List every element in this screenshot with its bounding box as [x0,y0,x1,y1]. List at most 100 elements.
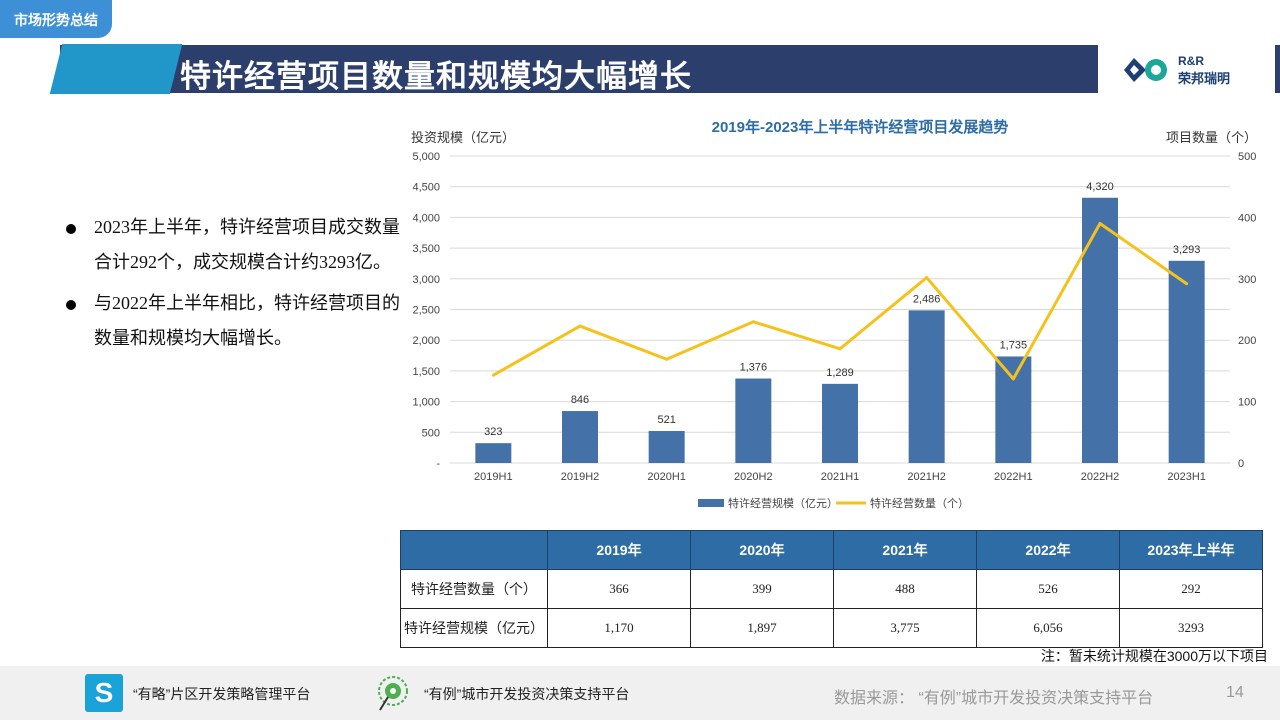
line-point [1185,282,1189,286]
x-tick-label: 2019H1 [474,471,513,483]
data-source: 数据来源： “有例”城市开发投资决策支持平台 [834,690,1154,707]
table-cell: 366 [547,569,691,609]
table-cell: 1,897 [690,608,834,648]
trend-chart: 2019年-2023年上半年特许经营项目发展趋势 投资规模（亿元） 项目数量（个… [400,108,1280,518]
bar-data-label: 2,486 [913,293,941,305]
footer: S “有略”片区开发策略管理平台 “有例”城市开发投资决策支持平台 数据来源： … [0,666,1280,720]
bar [995,356,1032,463]
legend-label-bars: 特许经营规模（亿元） [728,496,838,510]
y-right-tick-label: 500 [1238,151,1256,163]
bar [562,411,598,463]
bullet-text: 2023年上半年，特许经营项目成交数量合计292个，成交规模合计约3293亿。 [94,217,400,272]
bar-data-label: 846 [571,394,589,406]
y-right-tick-label: 100 [1238,397,1256,409]
chart-canvas: - 500 1,000 1,500 2,000 2,500 3,000 3,500 4,000 4… [412,151,1256,510]
x-tick-label: 2023H1 [1167,471,1206,483]
section-tag-label: 市场形势总结 [14,12,98,28]
summary-bullets: 2023年上半年，特许经营项目成交数量合计292个，成交规模合计约3293亿。 … [62,210,402,362]
y-left-tick-label: 1,500 [412,366,440,378]
table-cell: 399 [690,569,834,609]
bullet-dot [66,224,76,234]
table-header-cell: 2021年 [833,530,977,570]
bullet-item: 2023年上半年，特许经营项目成交数量合计292个，成交规模合计约3293亿。 [62,210,402,280]
title-bar [60,45,1098,93]
logo-text-cn: 荣邦瑞明 [1178,71,1231,86]
y-left-tick-label: 4,000 [412,212,440,224]
y-right-tick-label: 300 [1238,274,1256,286]
table-header-cell: 2022年 [976,530,1120,570]
y-right-tick-label: 0 [1238,458,1244,470]
bar [648,431,685,463]
bar-data-label: 1,376 [740,362,768,374]
x-tick-label: 2019H2 [561,471,600,483]
company-logo: R&R 荣邦瑞明 [1120,50,1270,90]
x-tick-label: 2020H2 [734,471,773,483]
logo-text-en: R&R [1178,54,1204,68]
y-left-tick-label: 2,500 [412,305,440,317]
line-point [1011,377,1015,381]
section-tag: 市场形势总结 [0,0,112,38]
x-tick-label: 2020H1 [647,471,686,483]
title-bar-end [1275,45,1280,93]
y-axis-right-label: 项目数量（个） [1166,130,1258,145]
page-title: 特许经营项目数量和规模均大幅增长 [180,59,692,94]
page-number: 14 [1226,684,1244,701]
bullet-text: 与2022年上半年相比，特许经营项目的数量和规模均大幅增长。 [94,293,400,348]
table-header-cell [400,530,548,570]
bar [908,310,945,463]
youli-platform-icon [378,676,408,711]
table-header-cell: 2019年 [547,530,691,570]
legend-swatch-bars [698,499,724,507]
table-cell: 526 [976,569,1120,609]
table-header-cell: 2023年上半年 [1119,530,1263,570]
bar-data-label: 1,735 [1000,339,1028,351]
bar [1168,260,1205,463]
line-point [665,357,669,361]
logo-icon [1124,58,1167,82]
y-left-tick-label: 5,000 [412,151,440,163]
table-cell: 488 [833,569,977,609]
line-point [751,320,755,324]
table-row: 特许经营规模（亿元） 1,170 1,897 3,775 6,056 3293 [400,608,1263,648]
y-left-tick-label: 2,000 [412,335,440,347]
x-tick-label: 2022H1 [994,471,1033,483]
line-point [925,276,929,280]
table-row-label: 特许经营规模（亿元） [400,608,548,648]
bar-data-label: 4,320 [1086,181,1114,193]
y-left-tick-label: 1,000 [412,397,440,409]
line-point [578,324,582,328]
y-right-tick-label: 400 [1238,212,1256,224]
y-left-tick-label: 3,000 [412,274,440,286]
table-note: 注：暂未统计规模在3000万以下项目 [1040,648,1268,664]
table-row: 特许经营数量（个） 366 399 488 526 292 [400,569,1263,609]
table-cell: 3,775 [833,608,977,648]
chart-title: 2019年-2023年上半年特许经营项目发展趋势 [711,119,1009,136]
footer-platform-1[interactable]: “有略”片区开发策略管理平台 [133,686,311,702]
line-point [838,347,842,351]
table-cell: 292 [1119,569,1263,609]
legend-label-line: 特许经营数量（个） [870,496,969,510]
summary-table: 2019年 2020年 2021年 2022年 2023年上半年 特许经营数量（… [400,530,1263,648]
bar-data-label: 323 [484,426,502,438]
footer-platform-2[interactable]: “有例”城市开发投资决策支持平台 [424,686,630,702]
bar [475,443,512,463]
y-axis-left-label: 投资规模（亿元） [411,130,516,145]
table-cell: 6,056 [976,608,1120,648]
youlue-platform-icon: S [85,674,123,712]
bar-data-label: 521 [657,414,675,426]
table-cell: 3293 [1119,608,1263,648]
bar-data-label: 3,293 [1173,244,1201,256]
x-tick-label: 2021H2 [907,471,946,483]
bar-data-label: 1,289 [826,367,854,379]
title-accent [49,44,183,94]
bar [1082,197,1118,463]
y-left-tick-label: 3,500 [412,243,440,255]
bullet-dot [66,300,76,310]
table-header-row: 2019年 2020年 2021年 2022年 2023年上半年 [400,530,1263,570]
bullet-item: 与2022年上半年相比，特许经营项目的数量和规模均大幅增长。 [62,286,402,356]
line-point [1098,222,1102,226]
y-left-tick-label: 4,500 [412,182,440,194]
y-left-tick-label: - [436,458,440,470]
table-cell: 1,170 [547,608,691,648]
bar [822,383,858,463]
